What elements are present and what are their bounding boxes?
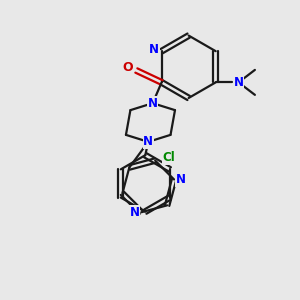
Text: N: N bbox=[143, 135, 153, 148]
Text: N: N bbox=[234, 76, 244, 89]
Text: O: O bbox=[123, 61, 133, 74]
Text: Cl: Cl bbox=[162, 151, 175, 164]
Text: N: N bbox=[148, 97, 158, 110]
Text: N: N bbox=[176, 173, 186, 186]
Text: N: N bbox=[130, 206, 140, 219]
Text: N: N bbox=[149, 43, 159, 56]
